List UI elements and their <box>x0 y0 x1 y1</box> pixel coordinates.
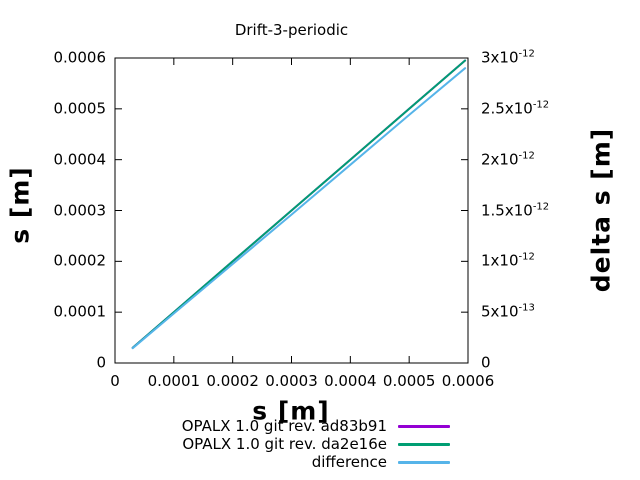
xtick-label: 0.0004 <box>324 372 377 390</box>
ytick-label: 0.0001 <box>53 302 107 321</box>
xtick-label: 0.0003 <box>265 372 318 390</box>
exponent: -13 <box>518 302 535 314</box>
legend-line-swatch <box>398 460 450 464</box>
xtick-label: 0.0006 <box>441 372 495 390</box>
exponent: -12 <box>532 201 550 212</box>
series-line-1 <box>131 59 467 349</box>
ytick-label: 0.0002 <box>53 251 107 270</box>
exponent: -12 <box>518 48 535 60</box>
x-axis-title: s [m] <box>252 396 330 426</box>
ytick-label: 0.0005 <box>53 99 107 118</box>
legend-item-2: difference <box>0 453 450 471</box>
legend-line-swatch <box>398 424 450 428</box>
exponent: -12 <box>518 251 535 263</box>
series-line-2 <box>131 67 467 350</box>
xtick-label: 0.0002 <box>206 372 259 390</box>
legend-label: OPALX 1.0 git rev. ad83b91 <box>181 417 387 435</box>
y2tick-label: 3x10-12 <box>481 48 535 67</box>
legend-item-1: OPALX 1.0 git rev. da2e16e <box>0 435 450 453</box>
exponent: -12 <box>532 99 550 111</box>
ytick-label: 0.0003 <box>53 201 107 219</box>
y2tick-label: 2x10-12 <box>481 150 535 169</box>
y2tick-label: 5x10-13 <box>481 302 535 321</box>
y-axis-title: s [m] <box>5 166 35 244</box>
y2-axis-title: delta s [m] <box>586 127 616 293</box>
legend-label: OPALX 1.0 git rev. da2e16e <box>182 435 387 453</box>
exponent: -12 <box>518 150 535 162</box>
ytick-label: 0.0004 <box>53 150 107 169</box>
legend: OPALX 1.0 git rev. ad83b91 OPALX 1.0 git … <box>0 417 450 471</box>
legend-label: difference <box>311 453 387 471</box>
ytick-label: 0.0006 <box>53 48 107 67</box>
legend-item-0: OPALX 1.0 git rev. ad83b91 <box>0 417 450 435</box>
xtick-label: 0.0005 <box>382 372 436 390</box>
legend-line-swatch <box>398 442 450 446</box>
y2tick-label: 0 <box>481 353 491 372</box>
ytick-label: 0 <box>96 353 106 372</box>
xtick-label: 0.0001 <box>147 372 201 390</box>
y2tick-label: 2.5x10-12 <box>481 99 550 118</box>
y2tick-label: 1x10-12 <box>481 251 535 270</box>
y2tick-label: 1.5x10-12 <box>481 201 550 219</box>
xtick-label: 0 <box>110 372 120 390</box>
plot-title: Drift-3-periodic <box>234 21 349 39</box>
